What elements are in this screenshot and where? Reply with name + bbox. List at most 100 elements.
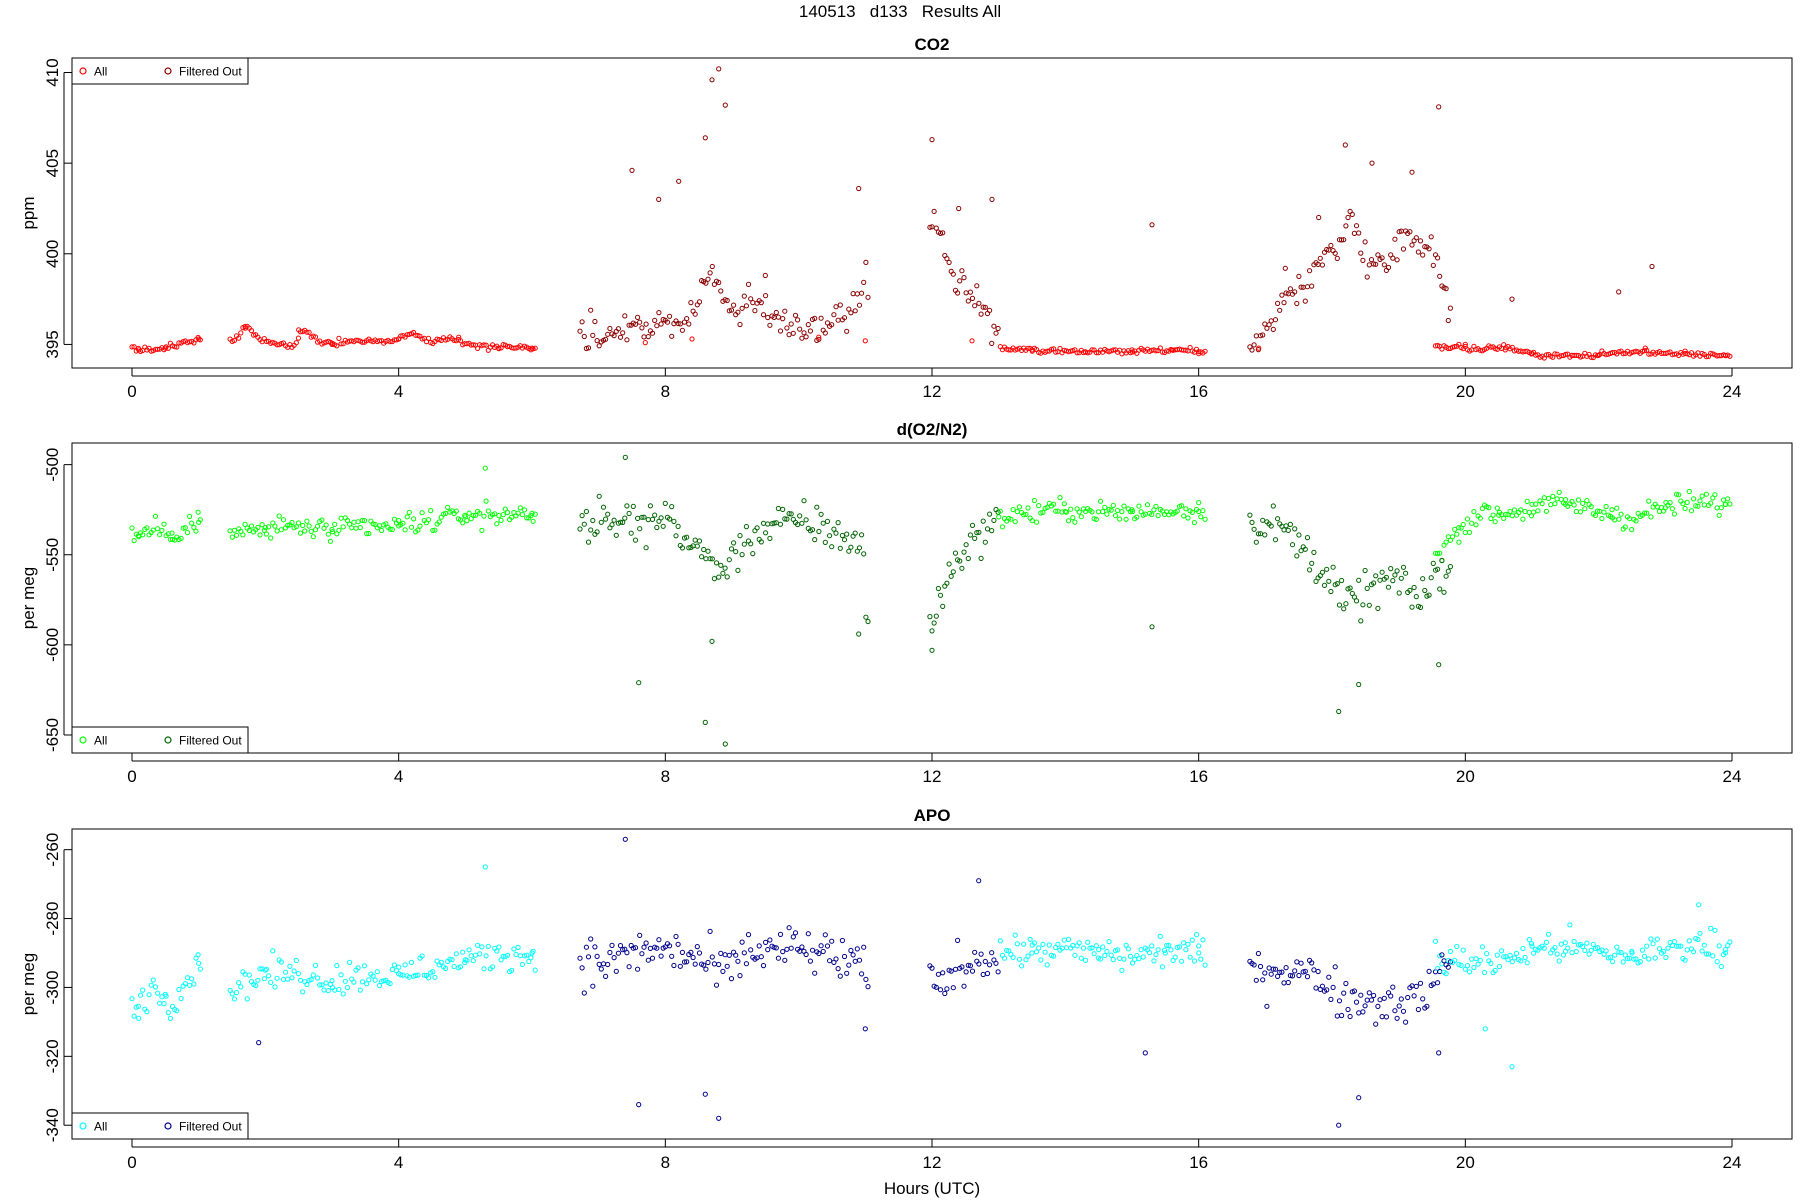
data-point — [636, 680, 642, 686]
point-filtered — [579, 965, 585, 971]
point-all — [340, 524, 346, 530]
point-filtered — [1403, 1019, 1409, 1025]
point-filtered — [756, 943, 762, 949]
point-filtered — [952, 966, 959, 972]
point-filtered — [1253, 977, 1259, 983]
point-all — [1543, 508, 1550, 514]
point-filtered — [1364, 274, 1370, 280]
point-all — [336, 986, 342, 993]
point-all — [1051, 501, 1057, 507]
point-all — [1671, 938, 1678, 945]
point-all — [1723, 950, 1729, 956]
point-all — [1573, 948, 1579, 955]
point-all — [359, 339, 365, 345]
point-filtered — [724, 963, 730, 969]
legend: All Filtered Out — [71, 57, 249, 85]
data-point — [1436, 662, 1442, 668]
point-filtered — [982, 304, 988, 310]
point-filtered — [1296, 273, 1302, 279]
point-filtered — [850, 291, 856, 297]
point-all — [148, 982, 154, 988]
point-filtered — [803, 334, 809, 340]
point-all — [229, 991, 235, 997]
point-all — [387, 339, 393, 345]
data-point — [196, 960, 202, 966]
point-filtered — [630, 945, 636, 951]
point-filtered — [707, 928, 713, 935]
point-filtered — [859, 971, 865, 977]
point-filtered — [728, 546, 735, 552]
point-all — [532, 345, 538, 351]
point-filtered — [656, 937, 662, 943]
point-all — [227, 528, 233, 534]
point-all — [1584, 940, 1590, 946]
point-all — [1189, 509, 1195, 516]
point-filtered — [959, 268, 965, 274]
point-all — [1112, 513, 1119, 519]
point-filtered — [844, 531, 850, 537]
point-filtered — [827, 958, 833, 964]
point-filtered — [694, 543, 700, 549]
point-all — [532, 511, 538, 517]
point-filtered — [637, 319, 643, 325]
point-all — [1006, 347, 1012, 353]
point-filtered — [1347, 585, 1353, 591]
legend-marker-all — [79, 736, 87, 744]
point-filtered — [829, 322, 835, 328]
panel-title: d(O2/N2) — [897, 420, 968, 439]
point-all — [1181, 513, 1187, 519]
point-all — [278, 959, 284, 965]
point-all — [481, 342, 487, 348]
data-point — [1316, 214, 1322, 221]
panel-2: d(O2/N2) per meg 0 4 8 12 16 20 24 -500 -550 -600 -6… — [19, 420, 1793, 786]
point-filtered — [1390, 255, 1396, 261]
point-all — [1695, 503, 1701, 509]
point-all — [1187, 344, 1193, 351]
point-filtered — [626, 322, 632, 328]
y-tick-label: -280 — [43, 902, 62, 936]
point-filtered — [818, 943, 824, 949]
point-filtered — [1255, 531, 1262, 537]
point-filtered — [782, 516, 788, 522]
point-all — [1452, 957, 1458, 964]
point-filtered — [969, 968, 976, 974]
point-all — [1618, 949, 1624, 956]
point-all — [1705, 951, 1712, 957]
point-all — [1072, 519, 1078, 525]
point-all — [481, 513, 487, 519]
point-filtered — [780, 506, 786, 512]
point-all — [344, 985, 351, 991]
point-filtered — [1304, 974, 1311, 980]
point-all — [1563, 351, 1569, 357]
point-all — [336, 527, 342, 533]
point-all — [1708, 925, 1714, 931]
point-filtered — [965, 962, 971, 968]
point-all — [304, 981, 310, 988]
point-all — [1703, 354, 1710, 360]
point-filtered — [703, 280, 709, 286]
point-filtered — [799, 944, 805, 950]
point-filtered — [777, 328, 784, 334]
y-axis-label: ppm — [19, 196, 38, 229]
point-filtered — [976, 300, 982, 306]
point-all — [1083, 957, 1089, 963]
point-filtered — [745, 281, 752, 287]
point-filtered — [767, 535, 773, 542]
point-all — [1068, 506, 1074, 512]
point-filtered — [630, 503, 636, 509]
point-all — [364, 531, 370, 537]
point-filtered — [600, 961, 607, 967]
point-filtered — [1287, 972, 1294, 979]
point-all — [1044, 348, 1050, 354]
point-filtered — [1358, 618, 1364, 624]
point-all — [1701, 502, 1707, 508]
point-filtered — [1289, 542, 1296, 548]
legend-marker-all — [79, 67, 87, 75]
point-all — [306, 523, 312, 529]
point-filtered — [950, 569, 956, 575]
point-filtered — [1360, 602, 1366, 608]
point-all — [1486, 505, 1492, 511]
point-filtered — [852, 958, 858, 964]
point-all — [496, 944, 502, 950]
point-all — [379, 527, 385, 534]
